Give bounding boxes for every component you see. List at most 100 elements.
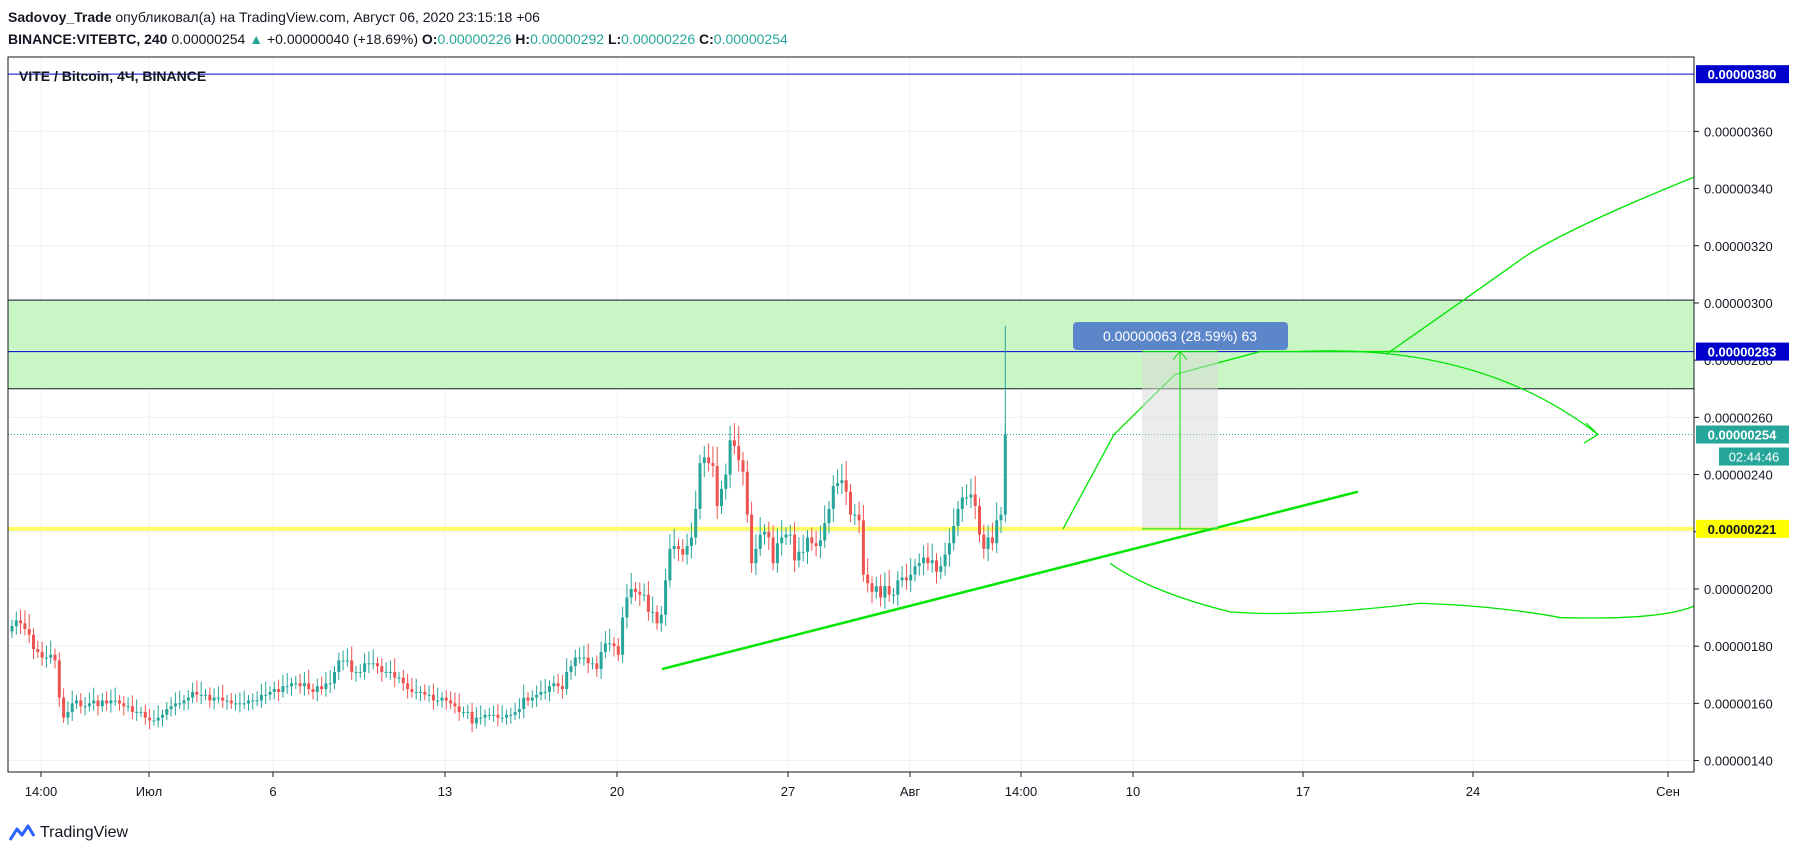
x-tick-label: 24 (1466, 784, 1480, 799)
candle-body (294, 683, 298, 685)
candle-body (431, 694, 435, 701)
candle-body (79, 700, 83, 707)
price-label-box (1696, 519, 1789, 538)
candle-body (707, 457, 711, 464)
x-tick-label: 10 (1126, 784, 1140, 799)
candle-body (277, 689, 281, 692)
publish-line: Sadovoy_Trade опубликовал(а) на TradingV… (8, 6, 1798, 28)
candle-body (982, 534, 986, 549)
candle-body (823, 523, 827, 541)
candle-body (969, 494, 973, 498)
candle-body (595, 663, 599, 670)
candle-body (827, 508, 831, 524)
candle-body (152, 720, 156, 722)
candle-body (315, 686, 319, 692)
tradingview-logo-icon (8, 824, 36, 841)
candle-body (694, 508, 698, 538)
candle-body (298, 683, 302, 687)
x-tick-label: 14:00 (25, 784, 58, 799)
candle-body (900, 577, 904, 581)
candle-body (539, 691, 543, 695)
candle-body (720, 488, 723, 507)
candle-body (462, 711, 465, 713)
candle-body (75, 700, 78, 704)
candle-body (664, 580, 668, 615)
candle-body (92, 700, 96, 704)
candle-body (517, 709, 521, 712)
candle-body (423, 691, 427, 695)
candle-body (264, 694, 268, 696)
time-axis[interactable]: 14:00 Июл 6 13 20 27 Авг 14:00 10 17 24 Сен (25, 772, 1680, 799)
price-labels: 0.00000380 0.00000283 0.00000254 0.00000221… (1696, 65, 1789, 538)
candle-body (44, 657, 48, 659)
candle-body (849, 491, 852, 515)
candle-body (621, 617, 625, 655)
ohlc-low-label: L: (607, 31, 622, 47)
author-name[interactable]: Sadovoy_Trade (8, 9, 112, 25)
candle-body (793, 534, 797, 561)
candle-body (874, 586, 878, 592)
candle-body (242, 703, 246, 705)
candle-body (677, 546, 680, 549)
candle-body (479, 717, 483, 719)
candle-body (427, 694, 431, 696)
candle-body (367, 663, 371, 665)
y-tick-label: 0.00000180 (1704, 639, 1773, 654)
candle-body (582, 657, 586, 659)
price-axis[interactable]: 0.00000140 0.00000160 0.00000180 0.00000200… (1694, 124, 1773, 769)
candle-body (767, 531, 771, 538)
candle-body (10, 626, 14, 632)
candle-body (135, 711, 139, 713)
candle-body (204, 694, 207, 696)
candle-body (634, 588, 637, 592)
candle-body (397, 677, 401, 679)
measure-arrow-head-icon (1172, 350, 1188, 360)
x-tick-label: 13 (438, 784, 452, 799)
candle-body (535, 694, 539, 698)
candle-body (840, 480, 844, 484)
x-tick-label: Сен (1656, 784, 1680, 799)
candle-body (909, 574, 913, 581)
tradingview-brand[interactable]: TradingView (40, 824, 129, 841)
forecast-line-pullback (1299, 350, 1599, 436)
candle-body (737, 445, 741, 461)
ohlc-low-value: 0.00000226 (621, 31, 696, 47)
candle-body (324, 683, 328, 690)
candle-body (272, 689, 276, 692)
candle-body (771, 537, 775, 564)
candle-body (156, 717, 160, 721)
candle-body (990, 537, 994, 544)
y-tick-label: 0.00000200 (1704, 582, 1773, 597)
candle-body (109, 700, 113, 704)
candle-body (496, 714, 500, 718)
candle-body (591, 663, 594, 665)
candle-body (182, 700, 186, 704)
candle-body (238, 703, 242, 705)
candle-body (763, 531, 766, 535)
candle-body (995, 520, 999, 544)
y-tick-label: 0.00000360 (1704, 124, 1773, 139)
candle-body (612, 643, 616, 647)
candle-body (281, 686, 285, 692)
candle-body (625, 597, 629, 618)
candle-body (870, 583, 874, 592)
candle-body (681, 548, 685, 555)
candle-body (354, 671, 358, 673)
candle-body (161, 714, 164, 718)
ohlc-open-value: 0.00000226 (437, 31, 512, 47)
candle-body (801, 551, 805, 553)
candle-body (487, 714, 491, 716)
candle-body (285, 686, 289, 688)
candle-body (49, 654, 53, 658)
ohlc-high-label: H: (515, 31, 531, 47)
candle-body (380, 666, 384, 672)
candle-body (191, 691, 195, 698)
candle-body (947, 543, 951, 555)
candle-body (788, 534, 792, 536)
candle-body (23, 623, 27, 629)
x-tick-label: 27 (781, 784, 795, 799)
footer: TradingView (8, 822, 128, 844)
candle-body (806, 537, 809, 552)
candle-body (548, 686, 551, 692)
